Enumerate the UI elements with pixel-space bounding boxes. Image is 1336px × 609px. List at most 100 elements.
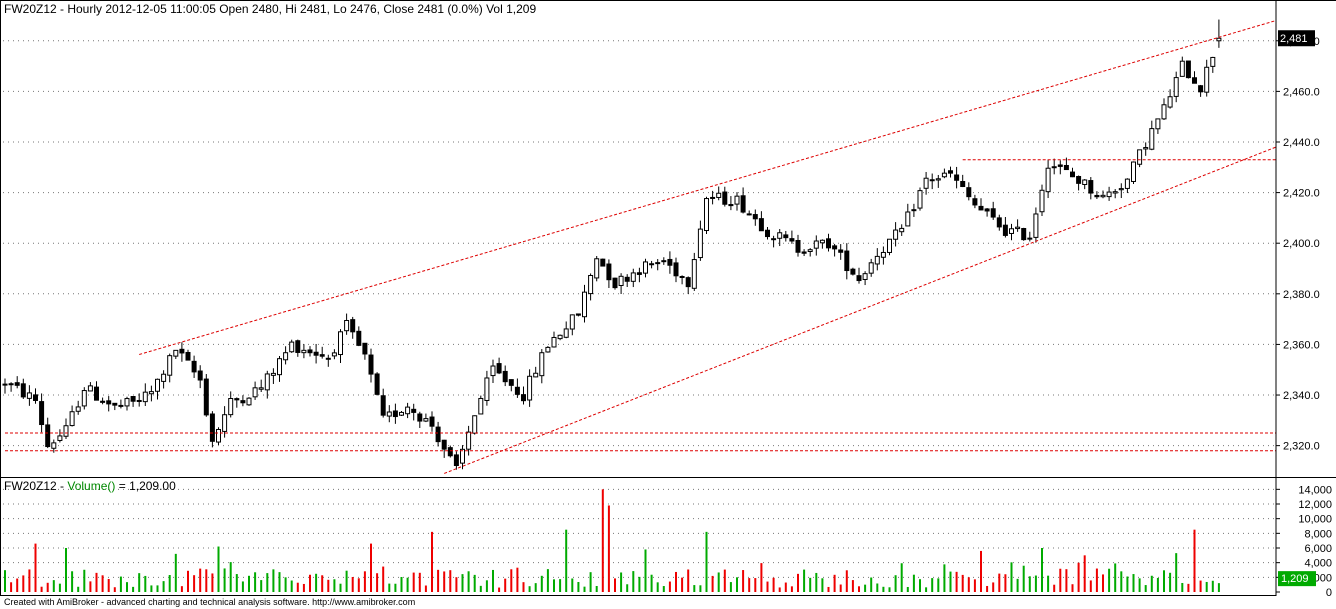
volume-bar bbox=[1132, 574, 1135, 592]
candle-body bbox=[569, 314, 575, 330]
candle-body bbox=[344, 319, 350, 332]
volume-bar bbox=[1126, 576, 1129, 592]
volume-bar bbox=[955, 571, 958, 592]
volume-bar bbox=[1089, 580, 1092, 592]
candle-body bbox=[338, 331, 343, 356]
volume-bar bbox=[1016, 578, 1019, 592]
volume-bar bbox=[998, 573, 1001, 592]
volume-bar bbox=[931, 578, 934, 592]
volume-bar bbox=[992, 582, 995, 592]
volume-title: FW20Z12 - Volume() = 1,209.00 bbox=[4, 479, 176, 493]
candle-body bbox=[563, 328, 569, 338]
candle-body bbox=[722, 191, 728, 205]
volume-bar bbox=[790, 586, 793, 592]
candle-body bbox=[514, 386, 520, 395]
volume-bar bbox=[754, 578, 757, 592]
candle-body bbox=[697, 228, 703, 259]
volume-bar bbox=[1059, 568, 1062, 592]
volume-bar bbox=[309, 574, 311, 592]
candle-body bbox=[746, 213, 752, 216]
candle-body bbox=[283, 352, 289, 361]
candle-body bbox=[405, 406, 411, 415]
candle-body bbox=[899, 227, 905, 233]
candle-body bbox=[984, 208, 990, 212]
price-tick-label: 2,340.0 bbox=[1283, 390, 1320, 402]
candle-body bbox=[252, 387, 258, 398]
candle-body bbox=[1179, 60, 1185, 77]
volume-bar bbox=[876, 583, 879, 592]
volume-bar bbox=[199, 568, 202, 592]
volume-bar bbox=[632, 571, 635, 592]
volume-bar bbox=[461, 574, 464, 592]
candle-body bbox=[807, 249, 813, 252]
candle-body bbox=[880, 251, 886, 258]
volume-bar bbox=[162, 581, 165, 592]
candle-body bbox=[1002, 224, 1008, 236]
volume-bar bbox=[1163, 570, 1165, 592]
candle-body bbox=[45, 424, 51, 448]
volume-symbol: FW20Z12 - bbox=[4, 479, 68, 493]
volume-bar bbox=[260, 580, 263, 592]
candle-body bbox=[826, 238, 831, 249]
volume-bar bbox=[187, 570, 189, 592]
volume-bar bbox=[662, 586, 665, 592]
candle-body bbox=[575, 313, 581, 316]
candle-body bbox=[1070, 171, 1075, 178]
candle-body bbox=[350, 319, 356, 333]
volume-bar bbox=[394, 583, 397, 592]
candle-body bbox=[435, 426, 441, 443]
volume-bar bbox=[351, 576, 354, 592]
volume-bar bbox=[1034, 575, 1037, 592]
candle-body bbox=[179, 348, 185, 354]
candle-body bbox=[667, 258, 673, 266]
candle-body bbox=[2, 383, 8, 386]
candle-body bbox=[57, 435, 63, 441]
volume-bar bbox=[126, 582, 128, 592]
volume-bar bbox=[10, 582, 13, 592]
volume-bar bbox=[693, 585, 696, 592]
candle-body bbox=[582, 291, 587, 318]
footer-credit: Created with AmiBroker - advanced charti… bbox=[4, 597, 416, 607]
volume-bar bbox=[864, 584, 867, 592]
volume-bar bbox=[296, 582, 299, 592]
candle-body bbox=[209, 413, 215, 442]
candle-body bbox=[191, 360, 197, 373]
candle-body bbox=[1124, 178, 1130, 189]
volume-bar bbox=[22, 575, 25, 592]
volume-bar bbox=[205, 569, 208, 592]
candle-body bbox=[960, 181, 966, 188]
volume-bar bbox=[449, 570, 452, 592]
volume-panel: 02,0004,0006,0008,00010,00012,00014,0001… bbox=[3, 484, 1332, 599]
volume-bar bbox=[363, 571, 366, 592]
candle-body bbox=[240, 400, 246, 404]
volume-bar bbox=[400, 577, 403, 592]
volume-bar bbox=[1120, 571, 1123, 592]
candle-body bbox=[557, 334, 563, 340]
candle-body bbox=[917, 190, 923, 209]
candle-body bbox=[636, 272, 642, 275]
candle-body bbox=[386, 411, 392, 417]
volume-bar bbox=[565, 529, 568, 592]
volume-bar bbox=[797, 573, 799, 592]
volume-bar bbox=[1169, 572, 1172, 592]
candle-body bbox=[203, 378, 209, 416]
volume-bar bbox=[34, 543, 37, 592]
volume-bar bbox=[492, 569, 494, 592]
volume-bar bbox=[370, 543, 372, 592]
candle-body bbox=[752, 214, 758, 220]
candle-body bbox=[679, 276, 685, 279]
candle-body bbox=[801, 251, 807, 254]
volume-bar bbox=[46, 582, 49, 592]
candle-body bbox=[1198, 85, 1204, 93]
volume-bar bbox=[858, 586, 860, 592]
candle-body bbox=[588, 274, 594, 295]
volume-bar bbox=[485, 580, 488, 592]
chart-frame bbox=[0, 0, 1336, 596]
volume-bar bbox=[882, 586, 885, 592]
volume-bar bbox=[278, 572, 281, 592]
volume-bar bbox=[1175, 553, 1178, 592]
volume-bar bbox=[943, 564, 946, 592]
volume-bar bbox=[473, 574, 476, 592]
candle-body bbox=[905, 211, 911, 227]
volume-bar bbox=[376, 573, 379, 592]
